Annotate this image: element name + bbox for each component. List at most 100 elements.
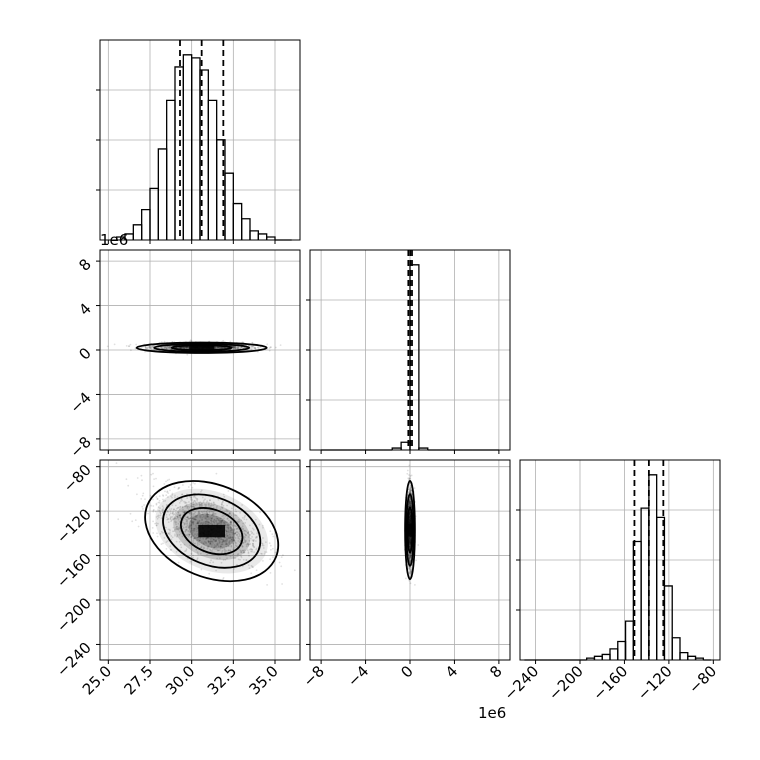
scatter-point — [409, 539, 412, 542]
scatter-point — [228, 541, 230, 544]
scatter-point — [196, 536, 198, 539]
scatter-point — [151, 527, 154, 529]
scatter-point — [190, 527, 193, 530]
panel-frame — [99, 39, 301, 241]
scatter-point — [228, 540, 231, 543]
scatter-point — [194, 536, 197, 539]
scatter-point — [410, 474, 413, 477]
scatter-point — [162, 509, 165, 511]
scatter-point — [178, 533, 181, 536]
scatter-point — [183, 346, 186, 349]
scatter-point — [225, 543, 228, 546]
scatter-point — [207, 537, 210, 539]
scatter-point — [237, 537, 240, 540]
scatter-point — [228, 522, 231, 524]
scatter-point — [190, 517, 193, 520]
scatter-point — [232, 346, 235, 349]
scatter-point — [224, 558, 227, 561]
scatter-point — [225, 530, 228, 533]
scatter-point — [153, 344, 156, 347]
scatter-point — [206, 515, 209, 517]
scatter-point — [408, 477, 411, 480]
scatter-point — [226, 526, 229, 529]
scatter-point — [226, 538, 229, 541]
scatter-point — [160, 530, 163, 533]
scatter-point — [209, 543, 212, 545]
scatter-point — [176, 525, 178, 528]
scatter-point — [214, 548, 217, 550]
scatter-point — [243, 516, 246, 518]
scatter-point — [240, 346, 243, 348]
scatter-point — [200, 490, 202, 493]
scatter-point — [231, 542, 234, 544]
scatter-point — [231, 507, 233, 510]
scatter-point — [166, 490, 169, 493]
scatter-point — [222, 538, 224, 541]
scatter-point — [166, 491, 169, 494]
scatter-point — [177, 506, 180, 509]
scatter-point — [249, 534, 252, 536]
scatter-point — [410, 489, 412, 491]
scatter-point — [408, 539, 411, 542]
scatter-point — [174, 494, 176, 497]
scatter-point — [227, 549, 230, 552]
scatter-point — [206, 512, 209, 515]
scatter-point — [215, 347, 218, 349]
histogram-bar — [141, 208, 151, 240]
scatter-point — [219, 547, 222, 550]
scatter-point — [233, 539, 236, 542]
scatter-point — [239, 541, 241, 543]
scatter-point — [209, 542, 212, 545]
scatter-point — [254, 347, 257, 350]
scatter-point — [230, 528, 233, 530]
scatter-point — [196, 514, 199, 517]
scatter-point — [157, 514, 160, 517]
scatter-point — [183, 511, 186, 514]
scatter-point — [197, 510, 200, 513]
scatter-panel — [99, 249, 301, 451]
scatter-point — [220, 520, 223, 523]
scatter-point — [222, 504, 225, 507]
scatter-point — [199, 504, 201, 507]
scatter-point — [234, 347, 237, 350]
scatter-point — [229, 550, 232, 552]
scatter-point — [409, 542, 411, 544]
scatter-point — [252, 545, 254, 547]
scatter-point — [206, 512, 209, 515]
scatter-point — [408, 500, 411, 503]
scatter-point — [406, 469, 409, 472]
scatter-point — [178, 527, 181, 529]
scatter-point — [260, 552, 262, 555]
scatter-point — [191, 534, 194, 537]
scatter-point — [221, 502, 223, 505]
scatter-point — [199, 515, 202, 518]
scatter-point — [229, 526, 232, 529]
scatter-point — [175, 528, 178, 531]
scatter-point — [177, 529, 180, 531]
scatter-point — [252, 542, 254, 545]
scatter-point — [169, 516, 172, 518]
scatter-point — [229, 555, 232, 558]
scatter-point — [199, 552, 202, 555]
scatter-point — [184, 501, 187, 504]
scatter-point — [186, 346, 189, 349]
scatter-point — [235, 545, 238, 547]
scatter-point — [409, 504, 412, 507]
scatter-point — [408, 539, 411, 542]
scatter-point — [192, 539, 195, 542]
scatter-point — [215, 539, 218, 542]
scatter-point — [183, 346, 186, 349]
scatter-point — [255, 536, 258, 538]
scatter-point — [233, 530, 236, 532]
scatter-point — [184, 530, 187, 532]
scatter-point — [249, 548, 251, 551]
scatter-point — [245, 559, 248, 561]
contour-line — [153, 343, 251, 353]
scatter-point — [261, 542, 263, 545]
scatter-point — [241, 545, 244, 548]
scatter-point — [189, 511, 192, 514]
scatter-point — [215, 543, 218, 546]
histogram-bar — [232, 202, 243, 240]
scatter-point — [196, 499, 199, 502]
scatter-point — [193, 503, 196, 506]
